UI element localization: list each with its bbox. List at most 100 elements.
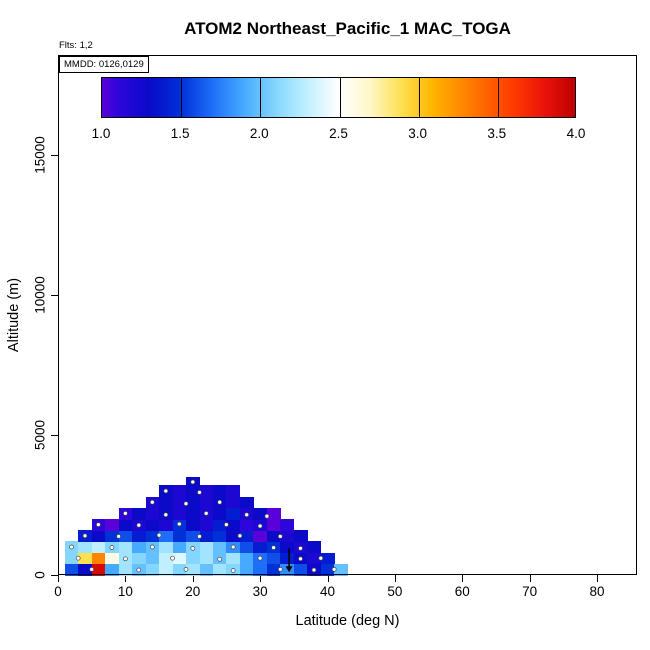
heatmap-cell — [64, 541, 79, 554]
heatmap-cell — [199, 485, 214, 498]
heatmap-cell — [280, 563, 295, 576]
heatmap-cell — [159, 530, 174, 542]
colorbar-tick-label: 2.0 — [249, 126, 269, 141]
heatmap-cell — [186, 541, 201, 554]
heatmap-cell — [239, 519, 254, 531]
heatmap-cell — [226, 519, 241, 531]
heatmap-cell — [199, 496, 214, 509]
heatmap-cell — [199, 552, 214, 565]
x-axis-tick-label: 70 — [522, 584, 538, 599]
heatmap-cell — [280, 519, 295, 531]
heatmap-cell — [266, 507, 281, 520]
x-axis-tick-label: 40 — [319, 584, 336, 599]
x-axis-tick-label: 80 — [589, 584, 605, 599]
heatmap-cell — [320, 563, 335, 576]
heatmap-cell — [253, 541, 268, 554]
heatmap-cell — [239, 530, 254, 542]
heatmap-cell — [105, 519, 120, 531]
heatmap-cell — [266, 552, 281, 565]
y-axis-tick — [51, 295, 58, 296]
heatmap-cell — [226, 496, 241, 509]
heatmap-cell — [320, 552, 335, 565]
heatmap-cell — [91, 541, 106, 554]
heatmap-cell — [239, 541, 254, 554]
heatmap-cell — [199, 530, 214, 542]
heatmap-cell — [145, 496, 160, 509]
heatmap-cell — [226, 552, 241, 565]
heatmap-cell — [253, 530, 268, 542]
heatmap-cell — [307, 563, 322, 576]
x-axis-tick — [597, 575, 598, 582]
heatmap-cell — [226, 541, 241, 554]
heatmap-cell — [186, 530, 201, 542]
x-axis-tick — [125, 575, 127, 582]
heatmap-cell — [253, 519, 268, 531]
heatmap-cell — [199, 507, 214, 520]
heatmap-cell — [213, 519, 228, 531]
heatmap-cell — [172, 530, 187, 542]
heatmap-cell — [199, 519, 214, 531]
x-axis-tick — [192, 575, 194, 582]
heatmap-cell — [280, 552, 295, 565]
x-axis-tick-label: 30 — [252, 584, 268, 599]
heatmap-cell — [118, 530, 133, 542]
heatmap-cell — [132, 552, 147, 565]
heatmap-cell — [172, 552, 187, 565]
heatmap-cell — [91, 552, 106, 565]
heatmap-cell — [64, 563, 79, 576]
heatmap-cell — [226, 485, 241, 498]
heatmap-cell — [280, 541, 295, 554]
x-axis-tick — [394, 575, 396, 582]
heatmap-cell — [293, 563, 308, 576]
x-axis-label: Latitude (deg N) — [295, 613, 400, 629]
heatmap-cell — [159, 519, 174, 531]
y-axis-tick — [51, 435, 58, 436]
heatmap-cell — [307, 541, 322, 554]
heatmap-cell — [105, 530, 120, 542]
heatmap-cell — [145, 519, 160, 531]
x-axis-tick-label: 60 — [454, 584, 470, 599]
heatmap-cell — [145, 507, 160, 520]
heatmap-cell — [159, 552, 174, 565]
heatmap-cell — [145, 541, 160, 554]
heatmap-cell — [213, 496, 228, 509]
heatmap-cell — [172, 541, 187, 554]
x-axis-tick — [529, 575, 531, 582]
heatmap-cell — [145, 563, 160, 576]
heatmap-cell — [186, 496, 201, 509]
y-axis-tick-label: 15000 — [32, 136, 48, 174]
y-axis-label: Altitude (m) — [6, 277, 22, 353]
colorbar-divider — [418, 78, 420, 117]
x-axis-tick-label: 10 — [117, 584, 133, 599]
x-axis-tick — [327, 575, 329, 582]
y-axis-tick — [51, 575, 58, 576]
heatmap-cell — [105, 563, 120, 576]
x-axis-tick — [260, 575, 262, 582]
heatmap-cell — [78, 563, 93, 576]
heatmap-cell — [334, 563, 349, 576]
x-axis-tick — [462, 575, 464, 582]
colorbar-tick-label: 3.5 — [487, 126, 507, 141]
colorbar-divider — [339, 78, 341, 117]
heatmap-cell — [159, 496, 174, 509]
heatmap-cell — [199, 563, 214, 576]
heatmap-cell — [172, 485, 187, 498]
heatmap-cell — [239, 552, 254, 565]
heatmap-cell — [64, 552, 79, 565]
y-axis-tick-label: 10000 — [32, 276, 48, 314]
heatmap-cell — [186, 485, 201, 498]
heatmap-cell — [78, 541, 93, 554]
heatmap-cell — [132, 507, 147, 520]
heatmap-cell — [91, 563, 106, 576]
heatmap-cell — [118, 507, 133, 520]
heatmap-cell — [118, 519, 133, 531]
x-axis-tick-label: 20 — [185, 584, 201, 599]
heatmap-cell — [132, 563, 147, 576]
heatmap-cell — [293, 530, 308, 542]
heatmap-cell — [253, 563, 268, 576]
heatmap-cell — [186, 552, 201, 565]
heatmap-cell — [213, 563, 228, 576]
heatmap-cell — [159, 507, 174, 520]
heatmap-cell — [266, 519, 281, 531]
heatmap-cell — [132, 519, 147, 531]
